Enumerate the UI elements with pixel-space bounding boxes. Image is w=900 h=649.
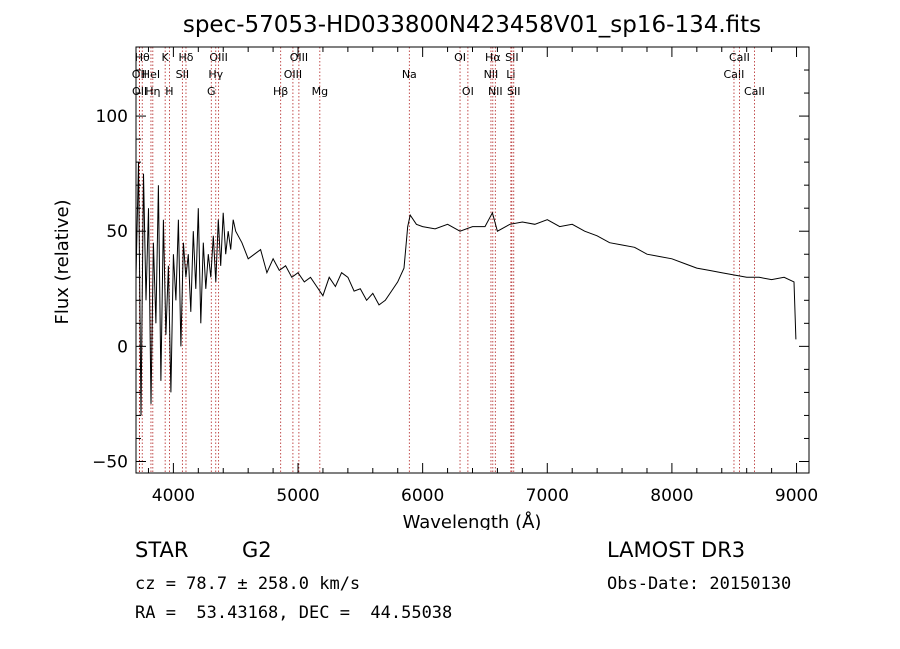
spectrum-plot: spec-57053-HD033800N423458V01_sp16-134.f…: [52, 12, 818, 530]
y-axis-label: Flux (relative): [52, 199, 73, 324]
plot-frame: [135, 46, 810, 474]
y-tick-label: 100: [96, 107, 128, 127]
line-label: OIII: [284, 68, 302, 81]
line-label: OI: [462, 85, 474, 98]
x-tick-label: 8000: [650, 486, 693, 506]
survey-name: LAMOST DR3: [607, 538, 746, 562]
axis-ticks: 4000 5000 6000 7000 8000 9000 −50 0 50 100: [92, 47, 818, 506]
line-label: OIII: [290, 51, 308, 64]
redshift-cz: cz = 78.7 ± 258.0 km/s: [135, 574, 361, 594]
line-label: Hγ: [208, 68, 223, 81]
line-label: OI: [454, 51, 466, 64]
line-label: H: [165, 85, 173, 98]
line-label: Hη: [145, 85, 160, 98]
x-tick-label: 9000: [775, 486, 818, 506]
ra-dec-coordinates: RA = 53.43168, DEC = 44.55038: [135, 603, 453, 623]
line-label: NII: [488, 85, 503, 98]
line-label: Li: [506, 68, 515, 81]
y-tick-label: −50: [92, 452, 128, 472]
object-class: STAR: [135, 538, 189, 562]
line-label: Hθ: [135, 51, 150, 64]
x-tick-label: 6000: [401, 486, 444, 506]
observation-date: Obs-Date: 20150130: [607, 574, 792, 594]
line-label: K: [162, 51, 170, 64]
line-label: Hδ: [178, 51, 193, 64]
y-tick-label: 50: [106, 222, 128, 242]
line-label: G: [207, 85, 216, 98]
line-label: CaII: [724, 68, 745, 81]
x-axis-label: Wavelength (Å): [403, 511, 542, 530]
line-label: SII: [505, 51, 518, 64]
line-label: SII: [507, 85, 520, 98]
x-tick-label: 5000: [276, 486, 319, 506]
x-tick-label: 7000: [526, 486, 569, 506]
line-label: HeI: [142, 68, 160, 81]
spectrum-line: [135, 162, 797, 416]
line-label: SII: [176, 68, 189, 81]
line-label: Mg: [312, 85, 328, 98]
line-label: NII: [484, 68, 499, 81]
line-label: Na: [402, 68, 417, 81]
line-label: Hβ: [273, 85, 288, 98]
line-label: OIII: [209, 51, 227, 64]
chart-title: spec-57053-HD033800N423458V01_sp16-134.f…: [183, 12, 761, 38]
y-tick-label: 0: [117, 337, 128, 357]
object-subclass: G2: [242, 538, 272, 562]
x-tick-label: 4000: [152, 486, 195, 506]
line-label: Hα: [485, 51, 501, 64]
line-label: CaII: [744, 85, 765, 98]
line-label: CaII: [729, 51, 750, 64]
